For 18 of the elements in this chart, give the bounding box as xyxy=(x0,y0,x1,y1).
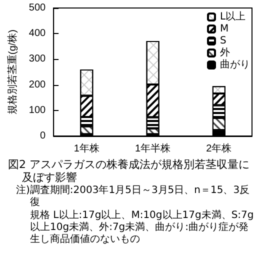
legend-label: 外 xyxy=(220,48,230,58)
text: 注)調査期間:2003年1月5日～3月5日、n＝15、3反復 xyxy=(15,184,251,209)
y-tick-label: 500 xyxy=(28,2,46,14)
text: 図2 アスパラガスの株養成法が規格別若茎収量に及ぼす影響 xyxy=(7,158,250,184)
y-tick-label: 300 xyxy=(28,54,46,65)
y-axis-title: 規格別若茎重(g/株) xyxy=(6,30,18,114)
x-tick-label: 2年株 xyxy=(206,142,232,154)
legend-label: M xyxy=(220,24,229,34)
y-tick-label: 400 xyxy=(28,28,46,40)
x-tick-label: 1年半株 xyxy=(135,142,171,154)
legend-label: S xyxy=(220,36,226,46)
y-tick-label: 100 xyxy=(28,104,46,116)
x-tick-label: 1年株 xyxy=(74,142,100,154)
y-tick-label: 0 xyxy=(40,130,46,142)
text: 規格 L以上:17g以上、M:10g以上17g未満、S:7g以上10g未満、外:7g未満、曲がり:曲がり症が発生し商品価値のないもの xyxy=(29,209,255,246)
legend-label: L以上 xyxy=(220,10,246,22)
y-tick-label: 200 xyxy=(28,79,46,90)
legend-label: 曲がり xyxy=(220,58,250,70)
